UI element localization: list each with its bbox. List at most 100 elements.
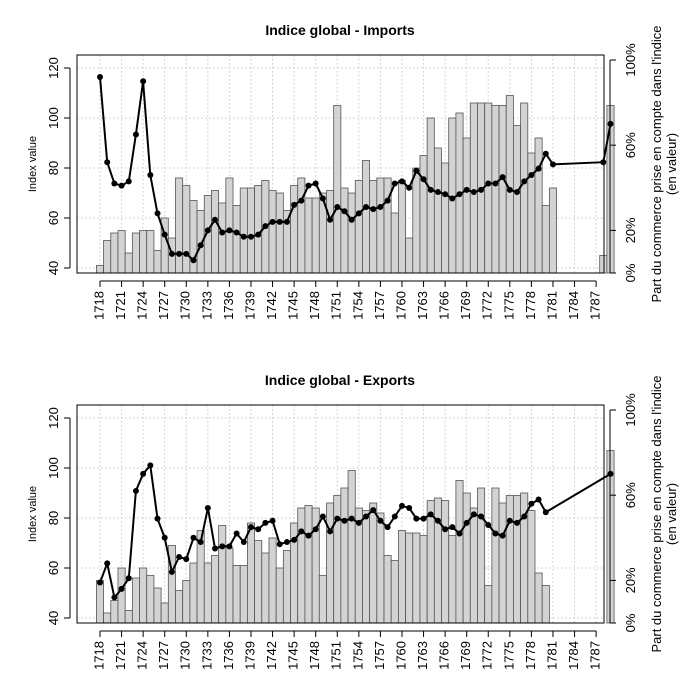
bar	[477, 487, 486, 624]
share-point	[478, 513, 485, 520]
share-point	[247, 524, 254, 531]
bar	[146, 575, 155, 624]
x-tick-label: 1730	[178, 291, 193, 320]
bar	[268, 537, 277, 624]
y2-tick-label: 100%	[623, 43, 638, 77]
x-tick-label: 1754	[350, 291, 365, 320]
bar	[376, 177, 385, 274]
share-point	[384, 524, 391, 531]
share-point	[161, 231, 168, 238]
y2-tick-label: 0%	[623, 263, 638, 282]
share-point	[276, 218, 283, 225]
x-axis: 1718 1721 1724 1727 1730 1733 1736 1739 1742 1745…	[91, 280, 603, 320]
share-point	[291, 536, 298, 543]
share-point	[125, 575, 132, 582]
x-tick-label: 1775	[501, 291, 516, 320]
x-tick-label: 1781	[544, 641, 559, 670]
share-point	[341, 517, 348, 524]
bar	[412, 532, 421, 624]
share-point	[434, 517, 441, 524]
share-point	[283, 539, 290, 546]
x-tick-label: 1760	[393, 291, 408, 320]
y-axis-right: 0% 20% 60% 100%	[609, 43, 638, 282]
bar	[347, 470, 356, 624]
share-point	[521, 178, 528, 185]
share-point	[118, 182, 125, 189]
share-point	[341, 208, 348, 215]
y2-axis-label-line1: Part du commerce prise en compte dans l'…	[649, 25, 664, 302]
bar	[498, 502, 507, 624]
bar	[246, 522, 255, 624]
bar	[505, 495, 514, 624]
bar	[275, 567, 284, 624]
bar	[397, 530, 406, 624]
x-tick-label: 1727	[156, 641, 171, 670]
x-tick-label: 1754	[350, 641, 365, 670]
x-tick-label: 1763	[415, 641, 430, 670]
share-point	[262, 519, 269, 526]
bar	[131, 232, 140, 274]
y2-axis-label-line2: (en valeur)	[664, 133, 679, 195]
share-point	[276, 541, 283, 548]
x-tick-label: 1781	[544, 291, 559, 320]
bar-series	[96, 95, 615, 274]
bar	[203, 562, 212, 624]
x-tick-label: 1757	[372, 291, 387, 320]
share-point	[168, 568, 175, 575]
y-tick-label: 120	[46, 57, 61, 79]
share-point	[262, 223, 269, 230]
bar	[261, 552, 270, 624]
bar	[462, 492, 471, 624]
share-point	[427, 511, 434, 518]
bar	[239, 187, 248, 274]
share-point	[298, 528, 305, 535]
y-axis-label: Index value	[27, 136, 39, 192]
share-point	[470, 511, 477, 518]
x-tick-label: 1763	[415, 291, 430, 320]
share-point	[542, 509, 549, 516]
share-point	[305, 182, 312, 189]
share-point	[442, 191, 449, 198]
share-point	[147, 172, 154, 179]
y-axis-right: 0% 20% 60% 100%	[609, 393, 638, 632]
bar	[412, 167, 421, 274]
bar	[541, 205, 550, 274]
share-point	[305, 532, 312, 539]
x-tick-label: 1787	[588, 291, 603, 320]
x-tick-label: 1760	[393, 641, 408, 670]
bar	[96, 265, 104, 274]
x-tick-label: 1778	[523, 641, 538, 670]
share-point	[355, 519, 362, 526]
y2-axis-label-line1: Part du commerce prise en compte dans l'…	[649, 375, 664, 652]
x-tick-label: 1739	[242, 641, 257, 670]
bar	[153, 587, 162, 624]
bar	[469, 102, 478, 274]
bar	[211, 555, 220, 624]
share-point	[183, 250, 190, 257]
share-point	[348, 515, 355, 522]
share-point	[269, 218, 276, 225]
x-tick-label: 1784	[566, 291, 581, 320]
chart-title: Indice global - Exports	[265, 372, 415, 388]
bar	[484, 585, 493, 624]
share-point	[140, 78, 147, 85]
share-point	[247, 233, 254, 240]
x-tick-label: 1745	[286, 641, 301, 670]
share-point	[334, 515, 341, 522]
share-point	[111, 594, 118, 601]
share-point	[456, 530, 463, 537]
x-tick-label: 1718	[91, 641, 106, 670]
plot-frame	[76, 404, 605, 624]
bar	[96, 580, 104, 624]
share-point	[291, 201, 298, 208]
share-point	[434, 189, 441, 196]
share-point	[377, 203, 384, 210]
x-tick-label: 1721	[113, 641, 128, 670]
bar	[290, 185, 299, 274]
y-tick-label: 80	[46, 161, 61, 175]
bar	[527, 510, 536, 624]
share-point	[406, 184, 413, 191]
bar	[304, 197, 313, 274]
bar	[333, 495, 342, 624]
y2-tick-label: 60%	[623, 132, 638, 158]
